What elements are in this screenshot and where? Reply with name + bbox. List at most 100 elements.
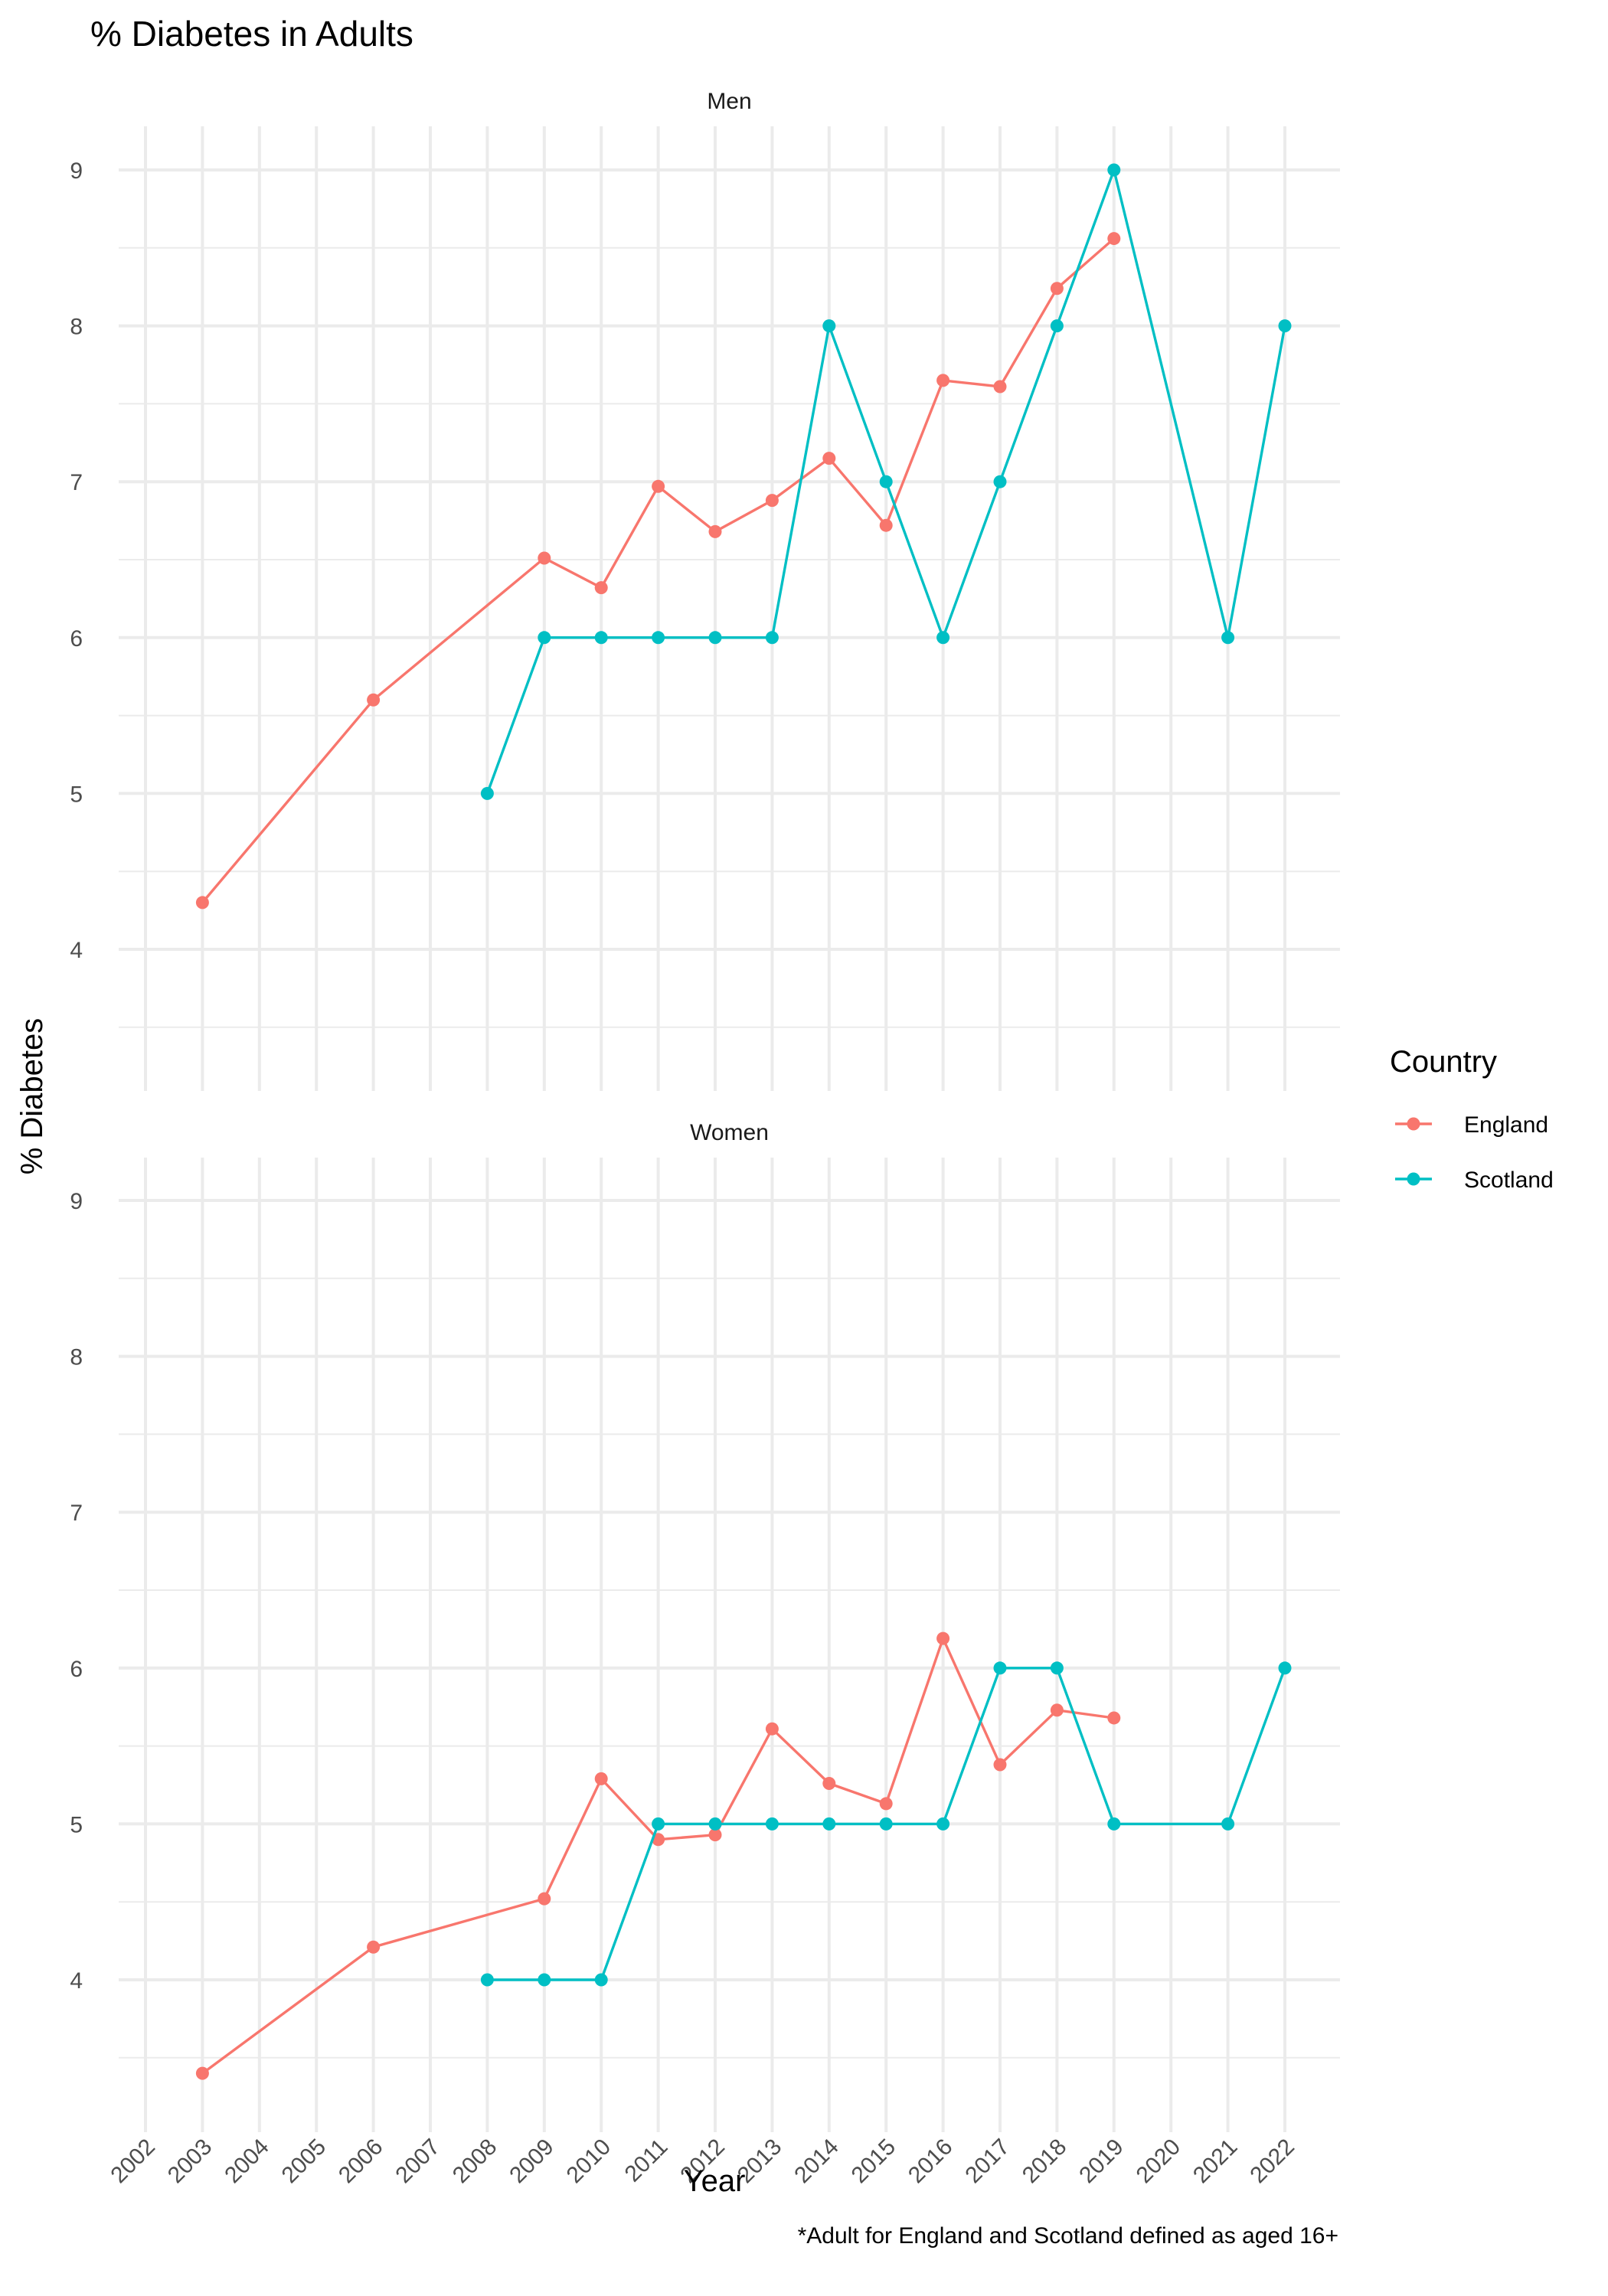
data-point-england [936, 1631, 950, 1645]
y-tick-label: 8 [70, 1345, 83, 1370]
legend-item-england: England [1395, 1112, 1548, 1138]
legend: Country England Scotland [1390, 1045, 1554, 1193]
data-point-scotland [652, 631, 665, 645]
data-point-scotland [480, 1973, 494, 1987]
data-point-england [993, 1758, 1007, 1772]
legend-item-scotland: Scotland [1395, 1168, 1554, 1193]
data-point-scotland [1107, 1817, 1121, 1831]
data-point-scotland [538, 1973, 551, 1987]
x-tick-label: 2008 [448, 2134, 502, 2189]
x-tick-label: 2010 [562, 2134, 616, 2189]
caption: *Adult for England and Scotland defined … [798, 2223, 1338, 2249]
data-point-england [1107, 232, 1121, 246]
facet-panels: Men 4 5 6 7 8 9 Women 4 5 6 7 8 9 2002 2003 2004 2005 2006… [70, 89, 1340, 2188]
data-point-england [765, 1722, 779, 1736]
data-point-england [594, 1772, 608, 1785]
x-tick-label: 2022 [1245, 2134, 1299, 2189]
data-point-scotland [1050, 319, 1064, 333]
y-tick-label: 5 [70, 782, 83, 807]
y-tick-label: 7 [70, 470, 83, 495]
data-point-england [1050, 1703, 1064, 1717]
legend-key-point [1407, 1172, 1420, 1186]
data-point-scotland [1050, 1661, 1064, 1675]
data-point-england [879, 518, 893, 532]
legend-title: Country [1390, 1045, 1497, 1079]
x-tick-label: 2007 [391, 2134, 445, 2189]
data-point-scotland [652, 1817, 665, 1831]
chart-title: % Diabetes in Adults [90, 14, 413, 54]
x-tick-label: 2016 [904, 2134, 958, 2189]
data-point-scotland [538, 631, 551, 645]
x-tick-label: 2003 [163, 2134, 217, 2189]
data-point-england [195, 896, 209, 910]
data-point-scotland [480, 786, 494, 800]
data-point-england [765, 494, 779, 508]
data-point-england [708, 1828, 722, 1842]
x-tick-label: 2002 [106, 2134, 160, 2189]
x-tick-label: 2014 [789, 2134, 844, 2189]
data-point-scotland [1221, 1817, 1235, 1831]
data-point-england [708, 524, 722, 538]
x-tick-label: 2017 [960, 2134, 1015, 2189]
x-axis-title: Year [684, 2164, 746, 2198]
y-tick-label: 4 [70, 938, 83, 963]
data-point-scotland [708, 1817, 722, 1831]
data-point-scotland [993, 475, 1007, 488]
data-point-england [1050, 282, 1064, 296]
x-tick-label: 2021 [1188, 2134, 1243, 2189]
data-point-scotland [1107, 163, 1121, 177]
data-point-england [367, 1940, 381, 1954]
y-tick-label: 6 [70, 626, 83, 652]
data-point-scotland [594, 1973, 608, 1987]
data-point-england [594, 581, 608, 595]
data-point-scotland [822, 1817, 836, 1831]
data-point-scotland [594, 631, 608, 645]
data-point-england [879, 1797, 893, 1811]
x-tick-label: 2018 [1018, 2134, 1072, 2189]
data-point-scotland [708, 631, 722, 645]
data-point-scotland [765, 631, 779, 645]
x-tick-label: 2004 [220, 2134, 274, 2189]
y-tick-label: 5 [70, 1812, 83, 1837]
data-point-england [1107, 1711, 1121, 1725]
x-tick-label: 2006 [334, 2134, 388, 2189]
y-tick-label: 6 [70, 1657, 83, 1682]
y-tick-label: 4 [70, 1968, 83, 1994]
y-tick-label: 7 [70, 1501, 83, 1526]
data-point-scotland [765, 1817, 779, 1831]
x-tick-label: 2005 [277, 2134, 332, 2189]
x-tick-label: 2009 [505, 2134, 559, 2189]
data-point-england [993, 380, 1007, 394]
legend-label: England [1464, 1112, 1548, 1138]
data-point-scotland [936, 631, 950, 645]
data-point-scotland [936, 1817, 950, 1831]
legend-key-point [1407, 1117, 1420, 1131]
y-tick-label: 9 [70, 1189, 83, 1214]
data-point-scotland [879, 475, 893, 488]
x-tick-label: 2015 [847, 2134, 901, 2189]
data-point-england [538, 1892, 551, 1906]
data-point-england [822, 1776, 836, 1790]
y-axis-title: % Diabetes [15, 1018, 49, 1175]
data-point-england [195, 2066, 209, 2080]
data-point-england [538, 551, 551, 565]
data-point-scotland [879, 1817, 893, 1831]
data-point-scotland [1278, 1661, 1292, 1675]
facet-panel-women: Women 4 5 6 7 8 9 [70, 1120, 1340, 2132]
facet-label: Men [707, 89, 751, 114]
data-point-scotland [993, 1661, 1007, 1675]
data-point-scotland [1278, 319, 1292, 333]
data-point-england [652, 479, 665, 493]
x-tick-label: 2019 [1074, 2134, 1129, 2189]
legend-label: Scotland [1464, 1168, 1554, 1193]
data-point-scotland [822, 319, 836, 333]
series-line-scotland [485, 168, 1286, 794]
series-line-scotland [487, 1667, 1286, 1981]
x-tick-label: 2011 [620, 2134, 673, 2187]
facet-panel-men: Men 4 5 6 7 8 9 [70, 89, 1340, 1091]
x-tick-label: 2020 [1132, 2134, 1186, 2189]
data-point-england [367, 693, 381, 707]
data-point-england [822, 452, 836, 465]
data-point-scotland [1221, 631, 1235, 645]
